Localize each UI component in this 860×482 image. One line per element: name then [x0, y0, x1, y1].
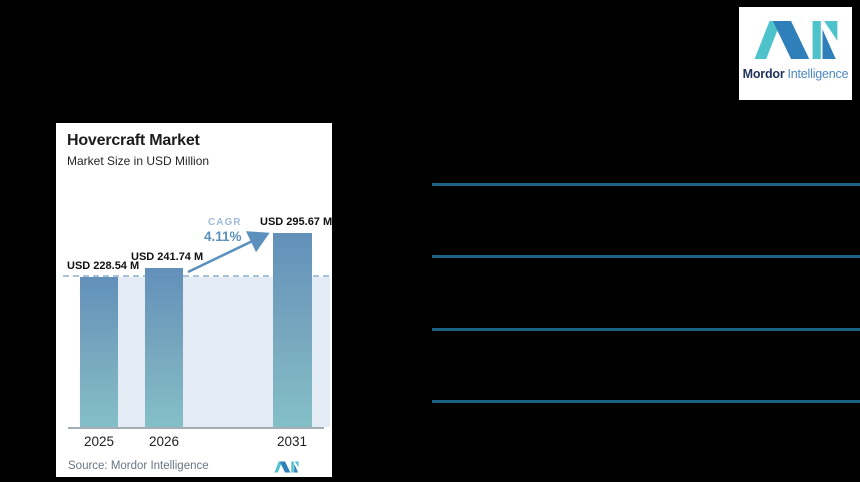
market-chart-card: Hovercraft Market Market Size in USD Mil…	[56, 123, 332, 477]
separator-line	[432, 183, 860, 186]
x-tick-2026: 2026	[148, 434, 180, 449]
chart-subtitle: Market Size in USD Million	[67, 154, 210, 168]
separator-line	[432, 255, 860, 258]
separator-line	[432, 400, 860, 403]
mordor-monogram-icon	[754, 20, 837, 60]
cagr-label: CAGR	[208, 217, 242, 228]
bar-value-label-2026: USD 241.74 M	[131, 251, 204, 263]
bar-value-label-2031: USD 295.67 M	[260, 216, 333, 228]
bar-2031	[273, 233, 312, 427]
mordor-mini-logo-icon	[274, 461, 299, 473]
brand-name-bold: Mordor	[742, 67, 785, 81]
mordor-logo: Mordor Intelligence	[739, 7, 852, 100]
baseline-dashed-line	[63, 275, 329, 277]
brand-name-light: Intelligence	[787, 67, 849, 81]
x-axis-line	[68, 427, 324, 429]
bar-2026	[145, 268, 183, 427]
growth-arrow-icon	[187, 231, 270, 274]
source-attribution: Source: Mordor Intelligence	[68, 460, 209, 472]
chart-title: Hovercraft Market	[67, 132, 200, 149]
separator-line	[432, 328, 860, 331]
cagr-value: 4.11%	[204, 229, 242, 244]
bar-2025	[80, 277, 118, 427]
x-tick-2025: 2025	[83, 434, 115, 449]
bar-value-label-2025: USD 228.54 M	[67, 260, 140, 272]
x-tick-2031: 2031	[276, 434, 308, 449]
brand-name: Mordor Intelligence	[743, 67, 849, 81]
bar-chart: USD 228.54 M USD 241.74 M USD 295.67 M C…	[56, 123, 332, 477]
